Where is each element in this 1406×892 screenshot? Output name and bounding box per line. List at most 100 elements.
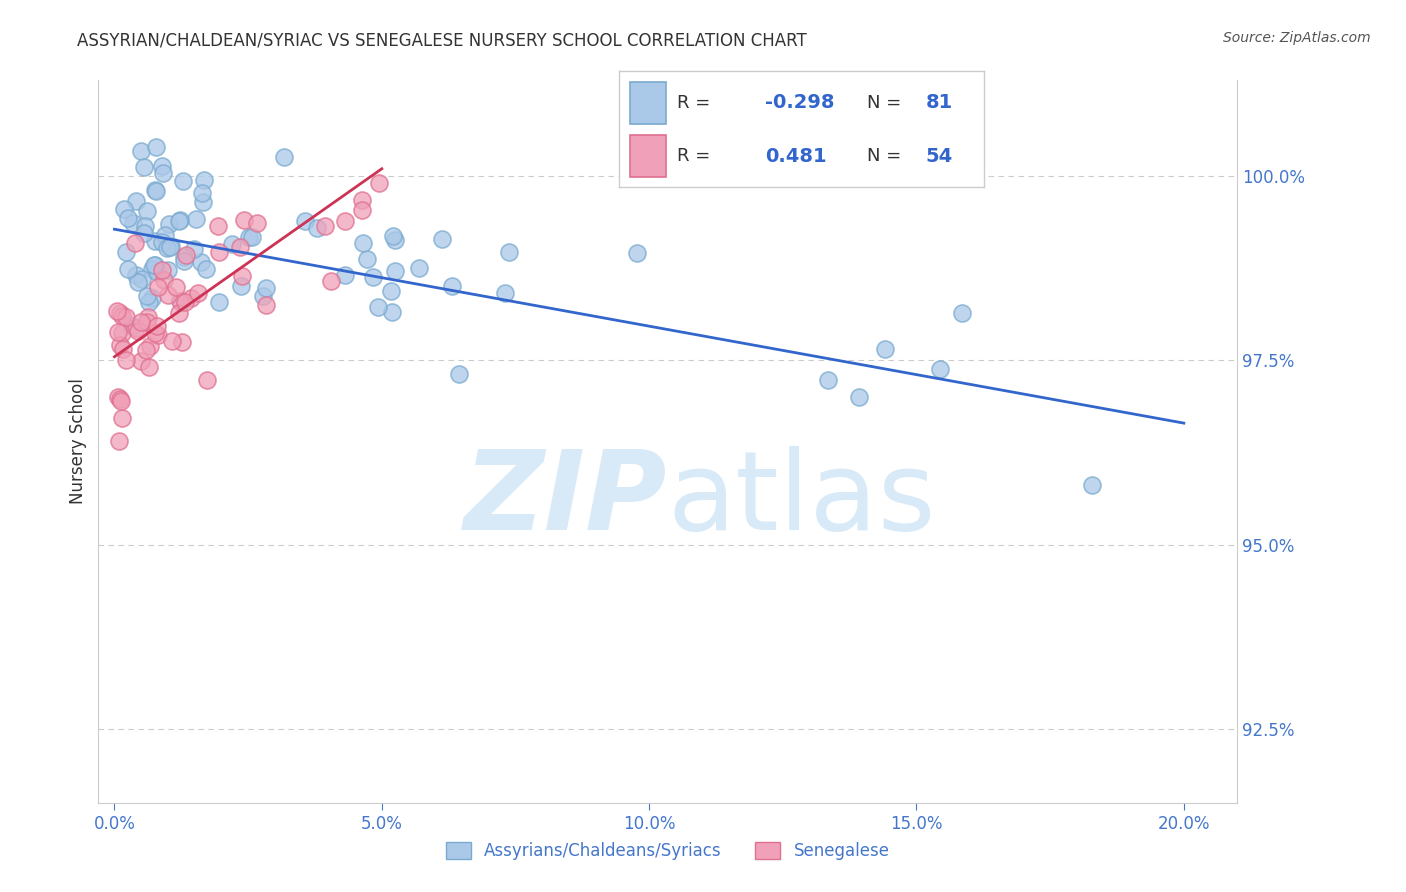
Point bbox=[498, 245, 520, 260]
Point bbox=[252, 289, 274, 303]
Point bbox=[873, 343, 896, 357]
Point bbox=[240, 230, 263, 244]
Point bbox=[121, 318, 143, 333]
Point bbox=[626, 246, 648, 260]
Point bbox=[408, 261, 430, 276]
Point bbox=[238, 230, 260, 244]
Point bbox=[254, 298, 277, 312]
Point bbox=[494, 286, 516, 301]
Point bbox=[143, 258, 166, 272]
Point bbox=[114, 310, 136, 325]
Point bbox=[848, 390, 870, 404]
Point bbox=[167, 213, 190, 227]
Point bbox=[356, 252, 378, 266]
Point bbox=[190, 255, 212, 269]
Point bbox=[180, 291, 202, 305]
Point bbox=[352, 203, 374, 218]
Text: atlas: atlas bbox=[668, 446, 936, 553]
Point bbox=[368, 176, 391, 190]
Point bbox=[134, 219, 156, 233]
Point bbox=[817, 373, 839, 387]
Point bbox=[138, 360, 160, 375]
Point bbox=[152, 166, 174, 180]
Point bbox=[111, 342, 134, 356]
Point bbox=[150, 235, 173, 250]
Point bbox=[135, 343, 157, 357]
Text: R =: R = bbox=[678, 147, 710, 165]
Point bbox=[145, 234, 167, 248]
Point bbox=[108, 434, 131, 448]
Point bbox=[131, 272, 153, 286]
Point bbox=[193, 173, 215, 187]
Point bbox=[157, 262, 180, 277]
Point bbox=[160, 334, 183, 349]
Point bbox=[159, 239, 181, 253]
Point bbox=[117, 211, 139, 225]
Point bbox=[121, 216, 143, 230]
Point bbox=[112, 202, 135, 216]
Point bbox=[125, 321, 148, 335]
Point bbox=[139, 339, 162, 353]
Point bbox=[136, 314, 159, 328]
Point bbox=[153, 273, 176, 287]
Point bbox=[165, 280, 187, 294]
Point bbox=[146, 265, 169, 279]
Point bbox=[307, 220, 329, 235]
Point bbox=[232, 213, 254, 227]
Point bbox=[352, 235, 374, 250]
Point bbox=[157, 217, 180, 231]
Text: -0.298: -0.298 bbox=[765, 93, 834, 112]
Bar bbox=[630, 135, 666, 177]
Point bbox=[157, 288, 180, 302]
Point bbox=[246, 216, 269, 230]
Point bbox=[384, 233, 406, 247]
Point bbox=[231, 268, 253, 283]
Point bbox=[208, 294, 231, 309]
Point bbox=[191, 186, 214, 200]
Point bbox=[333, 214, 356, 228]
Point bbox=[131, 144, 153, 158]
Point bbox=[928, 361, 950, 376]
Point bbox=[110, 394, 132, 409]
Point bbox=[145, 184, 167, 198]
Point bbox=[129, 315, 152, 329]
Point bbox=[367, 300, 389, 314]
Point bbox=[231, 279, 253, 293]
Point bbox=[141, 291, 163, 305]
Point bbox=[229, 240, 252, 254]
Point bbox=[191, 194, 214, 209]
Point bbox=[363, 270, 385, 285]
Point bbox=[108, 392, 131, 406]
Point bbox=[111, 410, 134, 425]
Point bbox=[127, 275, 149, 289]
Point bbox=[273, 150, 295, 164]
Point bbox=[145, 139, 167, 153]
Point bbox=[183, 242, 205, 256]
Point bbox=[114, 353, 136, 368]
Point bbox=[110, 338, 132, 352]
Point bbox=[135, 203, 157, 218]
Point bbox=[207, 219, 229, 233]
Point bbox=[174, 294, 197, 309]
Point bbox=[314, 219, 336, 233]
Point bbox=[381, 305, 404, 319]
Point bbox=[254, 281, 277, 295]
Point bbox=[107, 303, 129, 318]
Point bbox=[156, 241, 179, 255]
Point bbox=[187, 286, 209, 301]
Text: 81: 81 bbox=[925, 93, 953, 112]
Point bbox=[447, 367, 470, 381]
Point bbox=[143, 183, 166, 197]
Point bbox=[153, 227, 176, 242]
Point bbox=[207, 245, 229, 260]
Point bbox=[382, 229, 405, 244]
Point bbox=[117, 262, 139, 277]
Legend: Assyrians/Chaldeans/Syriacs, Senegalese: Assyrians/Chaldeans/Syriacs, Senegalese bbox=[439, 835, 897, 867]
Point bbox=[135, 289, 157, 303]
Point bbox=[169, 213, 191, 227]
Point bbox=[333, 268, 356, 282]
Point bbox=[170, 334, 193, 349]
Point bbox=[146, 279, 169, 293]
Point bbox=[170, 295, 193, 310]
Point bbox=[380, 284, 402, 298]
